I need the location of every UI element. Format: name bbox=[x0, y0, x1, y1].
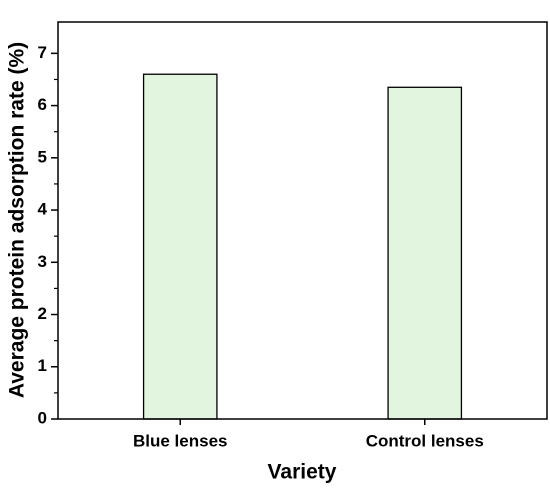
y-tick-label: 2 bbox=[38, 304, 47, 323]
bar bbox=[387, 86, 463, 420]
x-tick-label: Blue lenses bbox=[133, 431, 228, 450]
y-tick-label: 1 bbox=[38, 356, 47, 375]
y-tick-label: 4 bbox=[38, 200, 48, 219]
plot-frame bbox=[57, 21, 548, 420]
y-tick-label: 5 bbox=[38, 147, 47, 166]
x-tick-label: Control lenses bbox=[366, 431, 484, 450]
x-axis-title: Variety bbox=[268, 461, 337, 484]
y-tick-label: 6 bbox=[38, 95, 47, 114]
y-tick-label: 3 bbox=[38, 252, 47, 271]
bar bbox=[142, 73, 218, 420]
y-tick-label: 0 bbox=[38, 408, 47, 427]
y-axis-title: Average protein adsorption rate (%) bbox=[6, 42, 29, 398]
y-tick-label: 7 bbox=[38, 43, 47, 62]
